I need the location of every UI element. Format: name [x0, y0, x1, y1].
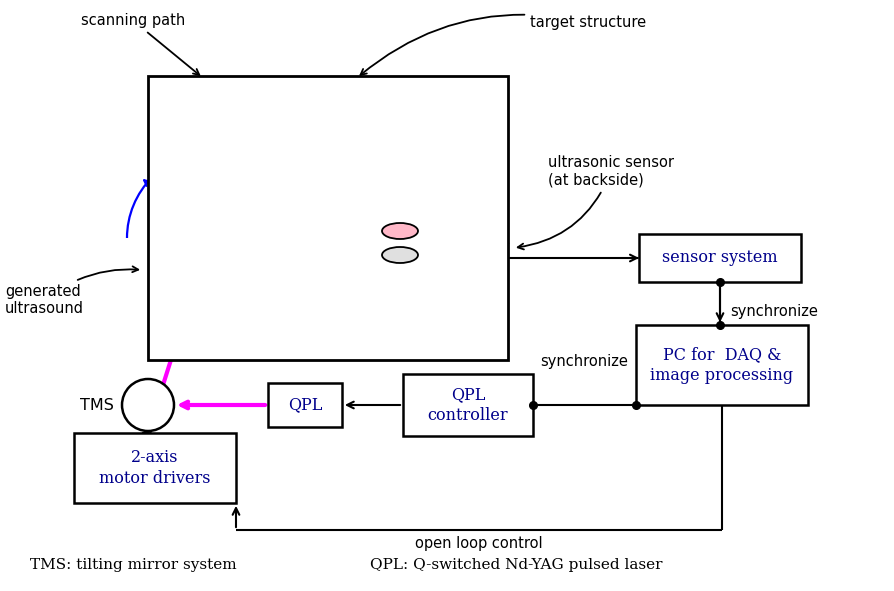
Circle shape — [122, 379, 173, 431]
Ellipse shape — [382, 223, 417, 239]
Text: ultrasonic sensor
(at backside): ultrasonic sensor (at backside) — [517, 155, 673, 249]
Text: QPL
controller: QPL controller — [427, 386, 508, 424]
Bar — [402, 374, 533, 436]
Text: synchronize: synchronize — [540, 354, 628, 369]
Bar — [148, 76, 508, 360]
Ellipse shape — [382, 247, 417, 263]
Text: scanning path: scanning path — [80, 13, 199, 75]
Bar — [382, 231, 417, 255]
Bar — [636, 325, 807, 405]
Text: TMS: TMS — [80, 398, 114, 413]
Bar — [638, 234, 800, 282]
Text: TMS: tilting mirror system: TMS: tilting mirror system — [30, 558, 236, 572]
Text: 2-axis
motor drivers: 2-axis motor drivers — [99, 449, 210, 487]
Text: open loop control: open loop control — [415, 536, 542, 551]
Bar — [74, 433, 236, 503]
Text: target structure: target structure — [360, 15, 645, 75]
Bar — [267, 383, 342, 427]
Text: generated
ultrasound: generated ultrasound — [5, 267, 138, 316]
Text: synchronize: synchronize — [730, 304, 817, 319]
Text: sensor system: sensor system — [662, 249, 777, 267]
Text: QPL: QPL — [288, 397, 322, 414]
Text: PC for  DAQ &
image processing: PC for DAQ & image processing — [650, 346, 793, 384]
Text: QPL: Q-switched Nd-YAG pulsed laser: QPL: Q-switched Nd-YAG pulsed laser — [369, 558, 662, 572]
